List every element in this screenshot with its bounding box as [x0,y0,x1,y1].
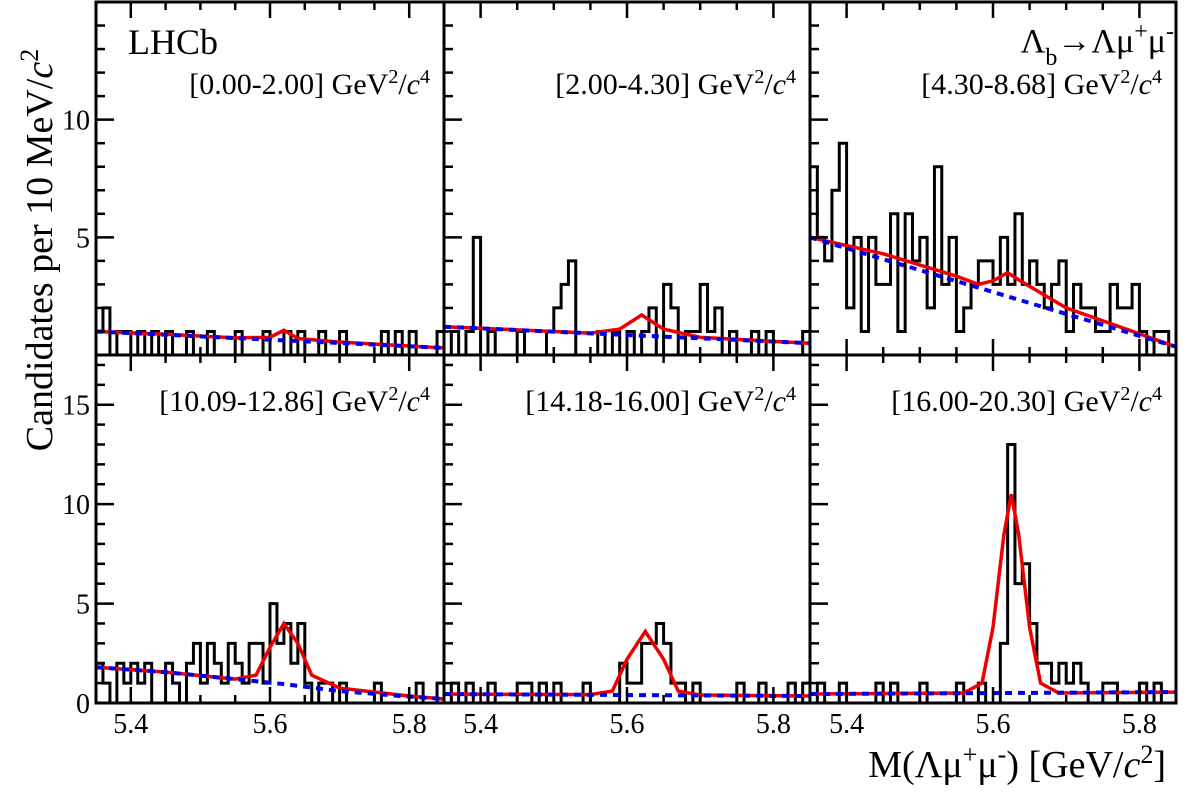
y-tick-label: 5 [76,223,90,254]
y-tick-label: 10 [62,490,90,521]
decay-label: Λb→Λμ+μ- [1021,19,1174,71]
total-fit-curve [809,235,1177,349]
background-fit-curve [809,235,1177,349]
x-tick-label: 5.8 [392,709,427,740]
x-tick-label: 5.6 [610,709,645,740]
x-tick-label: 5.4 [113,709,148,740]
data-histogram [810,442,1176,705]
x-tick-label: 5.6 [253,709,288,740]
panel-3: [4.30-8.68] GeV2/c4 [808,0,1178,357]
panel-1: [0.00-2.00] GeV2/c4 5 10 [62,0,446,357]
x-tick-label: 5.8 [756,709,791,740]
y-tick-label: 0 [76,689,90,720]
experiment-label: LHCb [128,22,218,62]
q2-range-label: [14.18-16.00] GeV2/c4 [525,383,796,418]
q2-range-label: [16.00-20.30] GeV2/c4 [891,383,1162,418]
panel-frame [442,0,812,357]
y-axis-label: Candidates per 10 MeV/c2 [15,49,62,451]
q2-range-label: [0.00-2.00] GeV2/c4 [189,66,430,101]
q2-range-label: [10.09-12.86] GeV2/c4 [159,383,430,418]
x-tick-label: 5.6 [976,709,1011,740]
total-fit-curve [809,493,1177,696]
y-tick-label: 10 [62,106,90,137]
y-tick-label: 15 [62,391,90,422]
x-tick-label: 5.4 [829,709,864,740]
panel-5: [14.18-16.00] GeV2/c4 5.4 5.6 5.8 [442,353,812,740]
q2-range-label: [2.00-4.30] GeV2/c4 [555,66,796,101]
total-fit-curve [95,620,445,701]
panel-6: [16.00-20.30] GeV2/c4 5.4 5.6 5.8 [808,353,1178,740]
x-tick-label: 5.4 [463,709,498,740]
panel-2: [2.00-4.30] GeV2/c4 [442,0,812,357]
background-fit-curve [443,324,811,346]
panels-layer: [0.00-2.00] GeV2/c4 5 10 [2.00-4.30] GeV2/c… [62,0,1178,740]
y-tick-label: 5 [76,590,90,621]
data-histogram [444,235,810,357]
x-axis-label: M(Λμ+μ-) [GeV/c2] [868,740,1166,787]
q2-range-label: [4.30-8.68] GeV2/c4 [921,66,1162,101]
x-tick-label: 5.8 [1122,709,1157,740]
panel-4: [10.09-12.86] GeV2/c4 5.4 5.6 5.8 0 5 10 15 [62,353,446,740]
data-histogram [810,141,1176,357]
